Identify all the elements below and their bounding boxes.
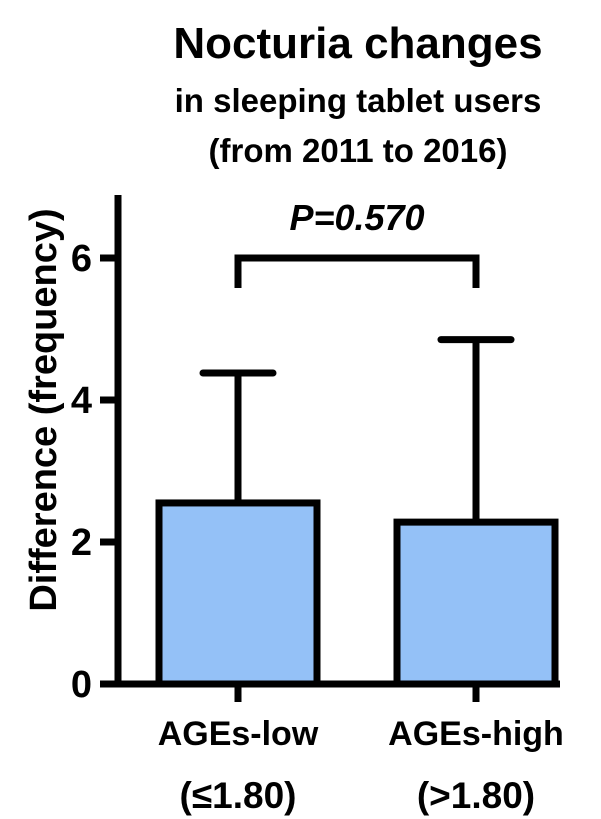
x-tick-sublabel-agEs-low: (≤1.80) — [180, 775, 297, 816]
chart-subtitle-line-2: (from 2011 to 2016) — [209, 132, 508, 169]
y-axis-label: Difference (frequency) — [23, 208, 65, 611]
plot-area: 0 2 4 6 — [71, 195, 560, 706]
x-tick-label-agEs-high: AGEs-high — [388, 715, 564, 753]
x-tick-label-agEs-low: AGEs-low — [158, 715, 319, 753]
y-tick-label-2: 2 — [71, 522, 92, 564]
chart-subtitle-line-1: in sleeping tablet users — [175, 82, 542, 119]
chart-title: Nocturia changes — [173, 19, 542, 68]
bar-1 — [397, 522, 555, 684]
x-tick-sublabel-agEs-high: (>1.80) — [417, 775, 535, 816]
significance-bracket — [238, 258, 476, 288]
y-tick-label-6: 6 — [71, 238, 92, 280]
p-value-annotation: P=0.570 — [289, 197, 424, 238]
x-tick-labels: AGEs-low (≤1.80) AGEs-high (>1.80) — [158, 715, 564, 816]
bar-0 — [159, 503, 317, 684]
y-tick-label-0: 0 — [71, 664, 92, 706]
y-tick-label-4: 4 — [71, 380, 92, 422]
title-block: Nocturia changes in sleeping tablet user… — [173, 19, 542, 169]
